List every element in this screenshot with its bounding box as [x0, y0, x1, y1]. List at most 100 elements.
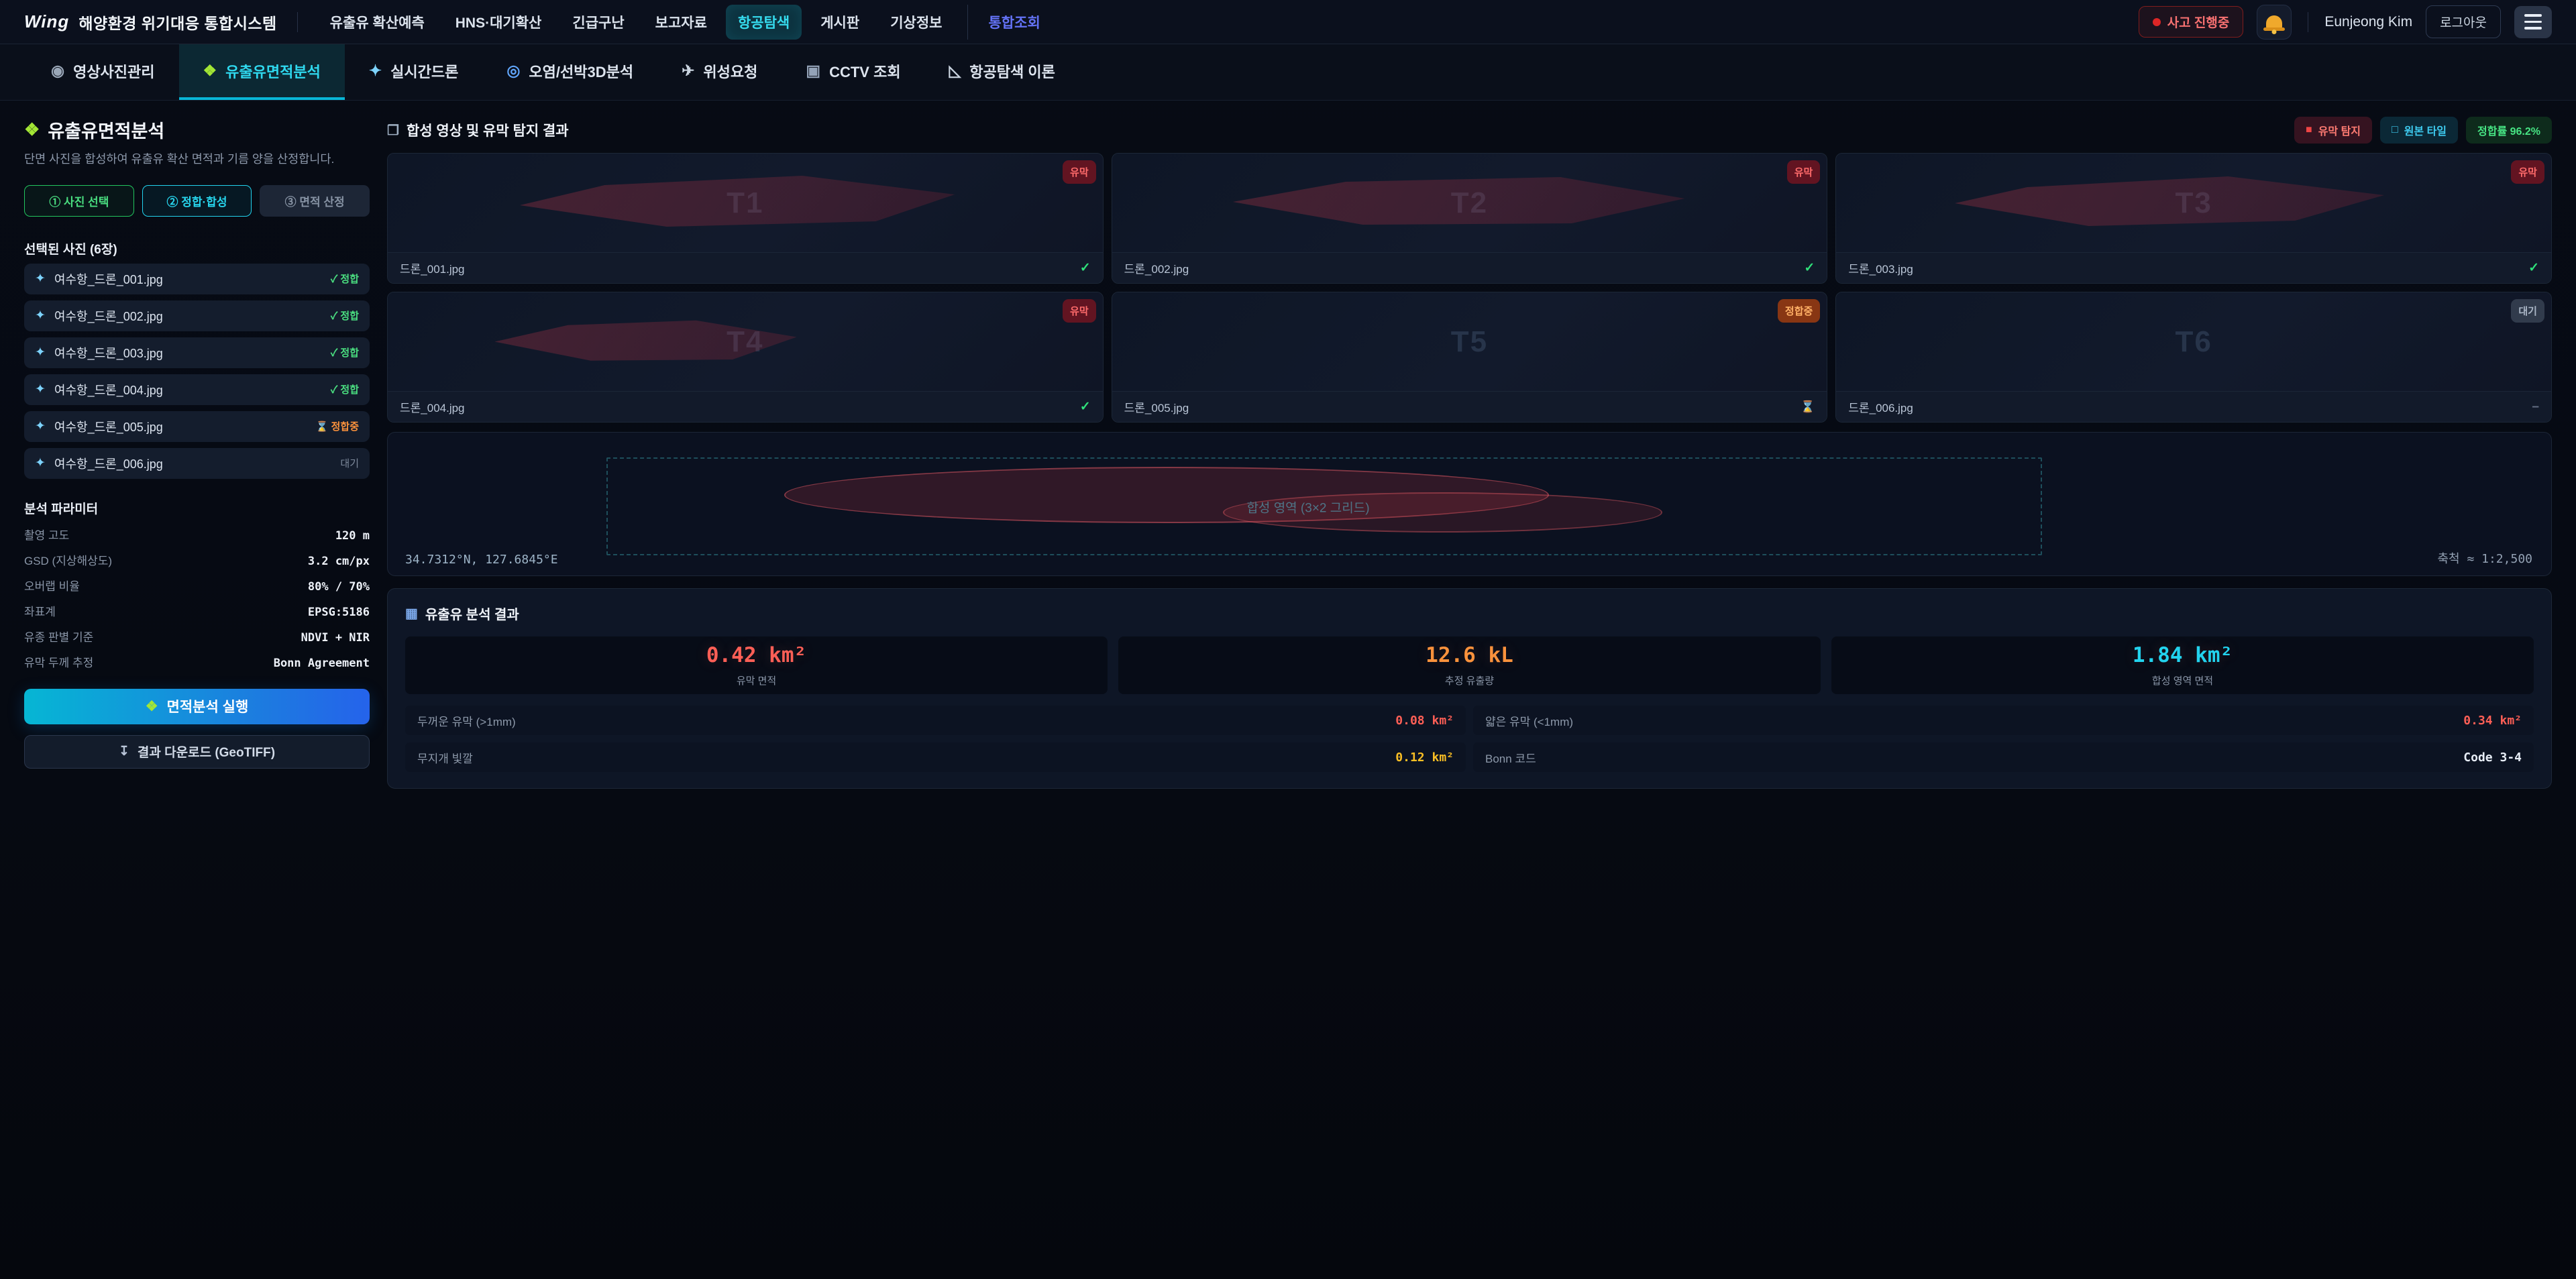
photo-list-item[interactable]: ✦ 여수항_드론_004.jpg ✓ 정합	[24, 374, 370, 405]
tile-watermark: T5	[1450, 325, 1489, 358]
composite-preview[interactable]: 합성 영역 (3×2 그리드) 34.7312°N, 127.6845°E 축척…	[387, 432, 2552, 576]
param-label: 오버랩 비율	[24, 579, 80, 593]
app-title: 해양환경 위기대응 통합시스템	[78, 14, 277, 32]
nav-item[interactable]: 보고자료	[655, 15, 707, 31]
photo-list-item[interactable]: ✦ 여수항_드론_005.jpg ⌛ 정합중	[24, 410, 370, 442]
param-value: EPSG:5186	[307, 605, 370, 619]
nav-item[interactable]: 게시판	[820, 15, 860, 31]
tile-check-icon: ✓	[2528, 261, 2539, 275]
stat-value: 1.84 km²	[2132, 643, 2233, 667]
nav-item[interactable]: HNS·대기확산	[455, 15, 542, 31]
tab-label: 항공탐색 이론	[969, 63, 1055, 80]
incident-dot-icon	[2152, 17, 2161, 26]
composite-area-label: 합성 영역 (3×2 그리드)	[1246, 501, 1370, 516]
tab-icon: ▣	[806, 62, 821, 79]
oil-slick-overlay	[1955, 176, 2385, 227]
tab-icon: ❖	[203, 62, 217, 79]
download-result-button[interactable]: ↧ 결과 다운로드 (GeoTIFF)	[24, 734, 370, 769]
run-analysis-button[interactable]: ❖ 면적분석 실행	[24, 688, 370, 724]
tile-filename: 드론_004.jpg	[400, 402, 465, 414]
nav-item[interactable]: 통합조회	[967, 4, 1052, 40]
tile-image: T5 정합중	[1112, 292, 1827, 391]
module-tab[interactable]: ◉ 영상사진관리	[27, 44, 179, 100]
module-tab[interactable]: ▣ CCTV 조회	[782, 44, 924, 100]
workflow-step-button[interactable]: ① 사진 선택	[24, 184, 134, 217]
results-panel: ▦ 유출유 분석 결과 0.42 km² 유막 면적 12.6 kL 추정 유출…	[387, 588, 2552, 789]
module-tab[interactable]: ◎ 오염/선박3D분석	[482, 44, 657, 100]
workflow-step-button[interactable]: ③ 면적 산정	[260, 184, 370, 217]
download-icon: ↧	[118, 744, 129, 759]
tile-watermark: T1	[727, 186, 763, 220]
stat-card: 0.42 km² 유막 면적	[405, 636, 1108, 694]
nav-item[interactable]: 유출유 확산예측	[329, 15, 425, 31]
tile-footer: 드론_006.jpg –	[1836, 391, 2551, 422]
detail-label: 두꺼운 유막 (>1mm)	[417, 715, 516, 728]
tile-status-badge: 정합중	[1777, 299, 1821, 323]
tab-icon: ◺	[949, 62, 961, 79]
photo-list-item[interactable]: ✦ 여수항_드론_006.jpg 대기	[24, 447, 370, 479]
detail-label: Bonn 코드	[1485, 752, 1536, 765]
drone-photo-icon: ✦	[35, 309, 46, 323]
nav-item[interactable]: 항공탐색	[725, 4, 802, 40]
tile-image: T2 유막	[1112, 154, 1827, 252]
detail-value: 0.12 km²	[1395, 750, 1454, 765]
sidebar-subtitle: 단면 사진을 합성하여 유출유 확산 면적과 기름 양을 산정합니다.	[24, 152, 335, 166]
tile-footer: 드론_004.jpg ✓	[388, 391, 1103, 422]
legend-swatch-icon: □	[2392, 124, 2398, 135]
legend-label: 유막 탐지	[2318, 126, 2361, 137]
drone-tile[interactable]: T5 정합중 드론_005.jpg ⌛	[1111, 292, 1828, 423]
logout-button[interactable]: 로그아웃	[2426, 5, 2501, 38]
module-tab[interactable]: ✈ 위성요청	[657, 44, 782, 100]
photo-filename: 여수항_드론_003.jpg	[54, 346, 163, 360]
scale-readout: 축척 ≈ 1:2,500	[2437, 552, 2533, 566]
chart-icon: ▦	[405, 606, 418, 621]
selected-photos-header: 선택된 사진 (6장)	[24, 242, 117, 257]
detail-value: 0.34 km²	[2463, 713, 2522, 728]
drone-photo-icon: ✦	[35, 382, 46, 396]
drone-tile[interactable]: T2 유막 드론_002.jpg ✓	[1111, 153, 1828, 284]
drone-photo-icon: ✦	[35, 419, 46, 433]
module-tab[interactable]: ❖ 유출유면적분석	[178, 44, 345, 100]
params-list: 촬영 고도 120 m GSD (지상해상도) 3.2 cm/px 오버랩 비율…	[24, 526, 370, 670]
tab-icon: ◎	[506, 62, 521, 79]
workflow-step-button[interactable]: ② 정합·합성	[142, 184, 252, 217]
legend-swatch-icon: ■	[2306, 124, 2312, 135]
legend-pill: □ 원본 타일	[2380, 117, 2459, 144]
photo-list-item[interactable]: ✦ 여수항_드론_003.jpg ✓ 정합	[24, 337, 370, 368]
photo-filename: 여수항_드론_004.jpg	[54, 383, 163, 397]
legend-label: 정합률 96.2%	[2477, 126, 2540, 137]
stat-label: 추정 유출량	[1444, 675, 1495, 687]
drone-tile[interactable]: T6 대기 드론_006.jpg –	[1835, 292, 2552, 423]
photo-list-item[interactable]: ✦ 여수항_드론_002.jpg ✓ 정합	[24, 300, 370, 331]
nav-item[interactable]: 기상정보	[890, 15, 943, 31]
drone-tile[interactable]: T4 유막 드론_004.jpg ✓	[387, 292, 1104, 423]
drone-photo-icon: ✦	[35, 272, 46, 286]
analysis-sidebar: ❖ 유출유면적분석 단면 사진을 합성하여 유출유 확산 면적과 기름 양을 산…	[24, 117, 370, 769]
detail-value: 0.08 km²	[1395, 713, 1454, 728]
notifications-button[interactable]	[2257, 4, 2292, 40]
coordinates-readout: 34.7312°N, 127.6845°E	[405, 553, 558, 567]
tile-watermark: T4	[727, 325, 763, 359]
photo-list-item[interactable]: ✦ 여수항_드론_001.jpg ✓ 정합	[24, 263, 370, 294]
drone-tile[interactable]: T1 유막 드론_001.jpg ✓	[387, 153, 1104, 284]
drone-photo-icon: ✦	[35, 345, 46, 359]
nav-item[interactable]: 긴급구난	[572, 15, 625, 31]
legend-pill: ■ 유막 탐지	[2294, 117, 2373, 144]
param-label: 유막 두께 추정	[24, 656, 94, 669]
module-tab[interactable]: ◺ 항공탐색 이론	[925, 44, 1079, 100]
tab-icon: ✈	[682, 62, 695, 79]
detail-value: Code 3-4	[2463, 750, 2522, 765]
param-value: NDVI + NIR	[301, 630, 370, 645]
drone-tile[interactable]: T3 유막 드론_003.jpg ✓	[1835, 153, 2552, 284]
param-label: GSD (지상해상도)	[24, 554, 113, 567]
tile-image: T6 대기	[1836, 292, 2551, 391]
tab-icon: ✦	[368, 62, 382, 79]
incident-label: 사고 진행중	[2167, 16, 2230, 30]
puzzle-icon: ❖	[24, 119, 40, 140]
tab-label: 실시간드론	[390, 63, 459, 80]
tab-icon: ◉	[51, 62, 65, 79]
hamburger-menu-button[interactable]	[2514, 5, 2552, 38]
module-tab[interactable]: ✦ 실시간드론	[345, 44, 482, 100]
tile-status-badge: 유막	[1786, 160, 1821, 184]
photo-filename: 여수항_드론_001.jpg	[54, 272, 163, 286]
